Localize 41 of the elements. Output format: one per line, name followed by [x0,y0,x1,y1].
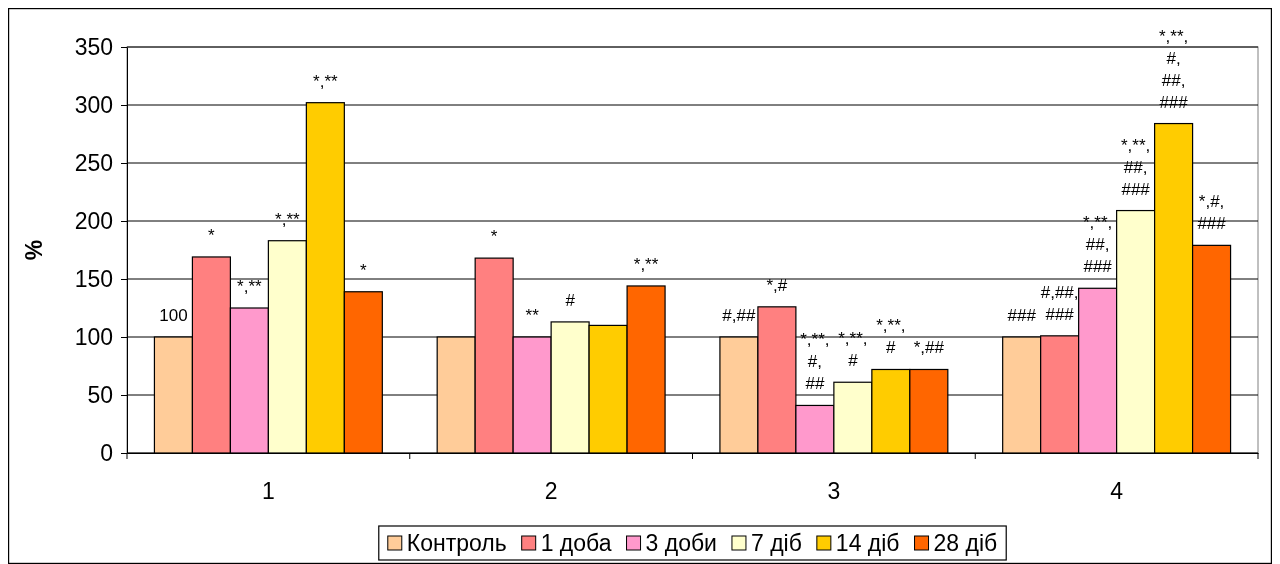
data-label: #,##, ### [1040,282,1079,324]
y-tick-label: 350 [74,33,113,60]
legend-label: 3 доби [645,530,717,557]
x-tick-label: 4 [1110,478,1124,505]
data-label: *,** [313,71,339,91]
data-label: 100 [159,306,188,325]
y-tick-label: 50 [87,381,113,408]
data-label: *,#, ### [1197,192,1227,234]
data-label: *,**, ##, ### [1082,213,1113,277]
data-label: *,**, ##, ### [1120,135,1151,199]
data-label: *,**, # [876,316,906,358]
y-tick-label: 300 [74,91,113,118]
data-label: * [360,260,368,280]
data-label: ### [1007,306,1037,325]
y-tick-label: 150 [74,265,113,292]
y-axis-title: % [21,239,47,261]
data-label: #,## [722,306,756,325]
legend-label: 1 доба [540,530,612,557]
y-tick-label: 200 [74,207,113,234]
y-tick-label: 250 [74,149,113,176]
data-label: *,# [766,275,788,295]
y-tick-label: 0 [100,439,113,466]
data-label: *,** [633,254,659,274]
data-label: ** [525,306,540,325]
x-tick-label: 2 [544,478,558,505]
x-tick-label: 3 [827,478,841,505]
legend-label: 14 діб [835,530,900,557]
data-label: *,**, #, ##, ### [1158,26,1189,112]
y-tick-label: 100 [74,323,113,350]
data-label: *,**, # [838,329,868,371]
x-tick-label: 1 [261,478,275,505]
legend-label: 28 діб [933,530,998,557]
legend-label: Контроль [406,530,507,557]
legend-label: 7 діб [750,530,802,557]
data-label: # [565,290,576,310]
data-label: *,** [275,209,301,229]
data-label: *,** [237,277,263,296]
data-label: * [208,225,216,245]
data-label: * [490,227,498,247]
data-label: *,## [913,338,945,358]
data-label: *,**, #, ## [800,330,830,394]
